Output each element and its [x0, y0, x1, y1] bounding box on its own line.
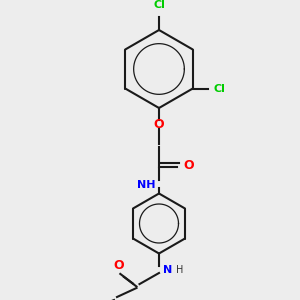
Text: O: O [183, 158, 194, 172]
Text: Cl: Cl [153, 1, 165, 10]
Text: Cl: Cl [214, 83, 226, 94]
Text: O: O [113, 259, 124, 272]
Text: O: O [154, 118, 164, 131]
Text: H: H [176, 265, 183, 275]
Text: N: N [164, 265, 173, 275]
Text: NH: NH [137, 179, 156, 190]
